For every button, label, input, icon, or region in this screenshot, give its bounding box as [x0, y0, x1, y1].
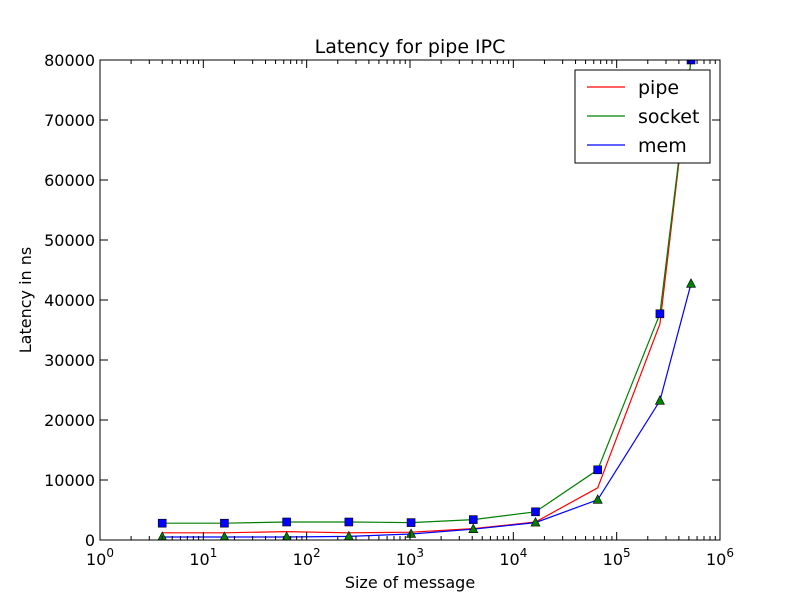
legend-label-socket: socket	[638, 106, 699, 128]
chart-title: Latency for pipe IPC	[315, 36, 506, 58]
point-socket-8	[655, 309, 665, 319]
series-line-pipe	[162, 60, 692, 534]
x-axis: 100 101 102 103 104 105 106	[86, 60, 734, 569]
point-mem-5	[468, 523, 479, 534]
y-tick-label-1: 10000	[44, 471, 95, 490]
point-socket-0	[157, 518, 167, 528]
x-tick-label-3: 103	[396, 546, 424, 569]
point-socket-5	[468, 515, 478, 524]
x-axis-label: Size of message	[345, 573, 475, 592]
y-tick-label-3: 30000	[44, 351, 95, 370]
y-tick-label-6: 60000	[44, 171, 95, 190]
point-socket-1	[220, 518, 229, 528]
point-mem-8	[654, 395, 665, 405]
y-axis: 0 10000 20000 30000 40000 50000 60000 70000 8000…	[44, 51, 720, 550]
point-mem-9	[686, 278, 697, 288]
point-socket-9	[686, 60, 696, 65]
point-socket-6	[531, 507, 540, 517]
y-tick-label-5: 50000	[44, 231, 95, 250]
series-line-socket	[162, 60, 692, 524]
point-mem-6	[530, 516, 541, 527]
y-tick-label-0: 0	[85, 531, 95, 550]
legend-label-mem: mem	[638, 135, 687, 157]
x-tick-label-2: 102	[293, 546, 321, 569]
point-mem-7	[592, 494, 603, 504]
series-line-mem	[162, 283, 692, 538]
legend-label-pipe: pipe	[638, 77, 679, 99]
series-layer	[157, 60, 697, 540]
x-tick-label-4: 104	[499, 546, 527, 569]
legend: pipe socket mem	[574, 69, 711, 164]
y-tick-label-4: 40000	[44, 291, 95, 310]
point-socket-2	[282, 517, 291, 527]
y-tick-label-2: 20000	[44, 411, 95, 430]
y-tick-label-8: 80000	[44, 51, 95, 70]
x-tick-label-1: 101	[189, 546, 217, 569]
y-tick-label-7: 70000	[44, 111, 95, 130]
x-tick-label-5: 105	[603, 546, 631, 569]
point-socket-7	[593, 465, 603, 475]
point-mem-1	[219, 531, 230, 540]
y-axis-label: Latency in ns	[16, 247, 35, 353]
point-mem-4	[406, 528, 417, 538]
point-socket-4	[406, 518, 416, 527]
x-tick-label-6: 106	[706, 546, 734, 569]
point-mem-2	[282, 531, 292, 540]
point-socket-3	[344, 517, 354, 527]
x-tick-label-0: 100	[86, 546, 114, 569]
